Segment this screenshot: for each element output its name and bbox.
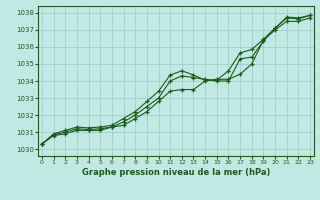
X-axis label: Graphe pression niveau de la mer (hPa): Graphe pression niveau de la mer (hPa) [82, 168, 270, 177]
